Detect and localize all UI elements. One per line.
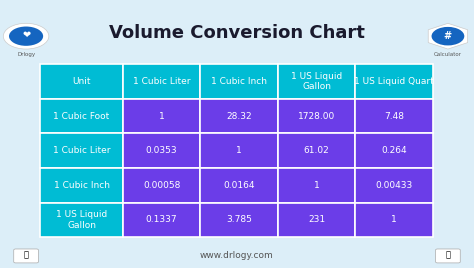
Bar — [356, 133, 433, 168]
Text: 1 US Liquid
Gallon: 1 US Liquid Gallon — [291, 72, 342, 91]
Text: Drlogy: Drlogy — [17, 52, 35, 57]
Bar — [201, 64, 278, 99]
Text: 7.48: 7.48 — [384, 112, 404, 121]
Text: 231: 231 — [308, 215, 325, 224]
Text: 1 US Liquid Quart: 1 US Liquid Quart — [354, 77, 434, 86]
Text: #: # — [444, 31, 452, 41]
FancyBboxPatch shape — [436, 249, 460, 263]
Text: 📱: 📱 — [24, 250, 28, 259]
Text: 1: 1 — [159, 112, 164, 121]
Text: 1: 1 — [236, 146, 242, 155]
Text: 1 Cubic Liter: 1 Cubic Liter — [133, 77, 191, 86]
Bar — [40, 203, 123, 237]
Bar — [40, 168, 123, 203]
Text: 0.264: 0.264 — [382, 146, 407, 155]
Bar — [356, 203, 433, 237]
Bar — [201, 133, 278, 168]
Bar — [40, 99, 123, 133]
Bar — [123, 64, 201, 99]
Bar — [356, 64, 433, 99]
Bar — [123, 203, 201, 237]
Circle shape — [9, 27, 43, 46]
Bar — [123, 99, 201, 133]
Text: 3.785: 3.785 — [226, 215, 252, 224]
Bar — [278, 64, 356, 99]
Bar — [123, 168, 201, 203]
Bar — [278, 168, 356, 203]
Bar — [40, 64, 123, 99]
Text: 1 US Liquid
Gallon: 1 US Liquid Gallon — [56, 210, 107, 230]
Text: 0.1337: 0.1337 — [146, 215, 177, 224]
Text: 1: 1 — [392, 215, 397, 224]
Text: 0.00433: 0.00433 — [375, 181, 413, 190]
Text: 1: 1 — [314, 181, 319, 190]
Bar — [356, 168, 433, 203]
Circle shape — [431, 27, 465, 46]
Text: 1 Cubic Liter: 1 Cubic Liter — [53, 146, 110, 155]
Text: 1 Cubic Inch: 1 Cubic Inch — [211, 77, 267, 86]
Bar — [278, 133, 356, 168]
Text: 1728.00: 1728.00 — [298, 112, 335, 121]
Bar — [201, 203, 278, 237]
Polygon shape — [428, 23, 468, 49]
Text: ❤: ❤ — [22, 30, 30, 40]
Text: Unit: Unit — [73, 77, 91, 86]
Text: 0.00058: 0.00058 — [143, 181, 180, 190]
Bar — [40, 133, 123, 168]
Bar — [201, 168, 278, 203]
Bar — [123, 133, 201, 168]
Bar — [278, 203, 356, 237]
Bar — [278, 99, 356, 133]
Bar — [356, 99, 433, 133]
Text: Volume Conversion Chart: Volume Conversion Chart — [109, 24, 365, 43]
Text: 0.0353: 0.0353 — [146, 146, 177, 155]
Text: Calculator: Calculator — [434, 52, 462, 57]
FancyBboxPatch shape — [14, 249, 38, 263]
Text: 1 Cubic Foot: 1 Cubic Foot — [54, 112, 109, 121]
Text: 1 Cubic Inch: 1 Cubic Inch — [54, 181, 109, 190]
Text: 61.02: 61.02 — [304, 146, 329, 155]
Circle shape — [3, 23, 49, 49]
Text: www.drlogy.com: www.drlogy.com — [200, 251, 274, 260]
Bar — [201, 99, 278, 133]
Text: 📱: 📱 — [446, 250, 450, 259]
Text: 28.32: 28.32 — [227, 112, 252, 121]
Text: 0.0164: 0.0164 — [223, 181, 255, 190]
